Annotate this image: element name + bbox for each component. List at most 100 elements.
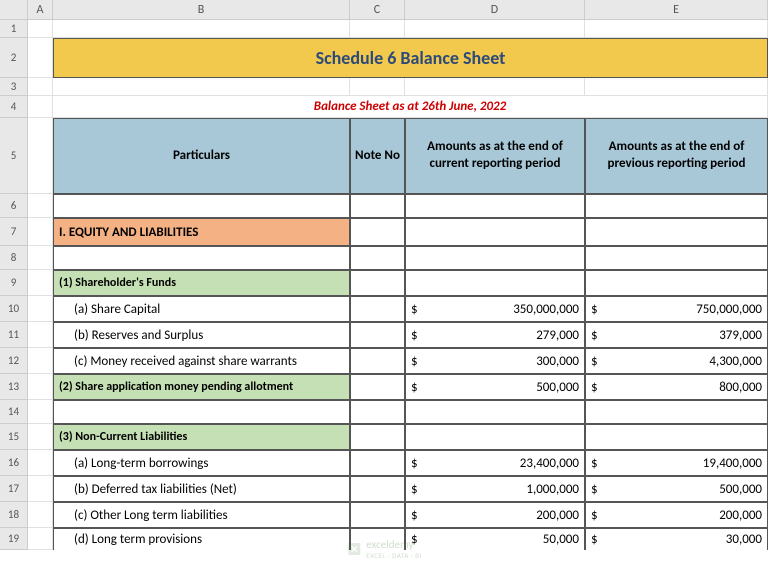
amount-cell[interactable]: $30,000 [585, 528, 768, 550]
cell[interactable] [28, 118, 53, 194]
amount-cell[interactable]: $1,000,000 [405, 476, 585, 502]
cell[interactable] [585, 246, 768, 270]
cell[interactable] [350, 218, 405, 246]
cell[interactable] [405, 424, 585, 450]
cell[interactable] [405, 20, 585, 38]
row-header-7[interactable]: 7 [0, 218, 28, 246]
cell[interactable] [28, 400, 53, 424]
item-label[interactable]: (a) Share Capital [53, 296, 350, 322]
header-current[interactable]: Amounts as at the end of current reporti… [405, 118, 585, 194]
row-header-3[interactable]: 3 [0, 78, 28, 96]
cell[interactable] [405, 218, 585, 246]
col-header-d[interactable]: D [405, 0, 585, 19]
cell[interactable] [28, 78, 53, 96]
row-header-10[interactable]: 10 [0, 296, 28, 322]
cell[interactable] [28, 374, 53, 400]
cell[interactable] [350, 424, 405, 450]
cell[interactable] [405, 400, 585, 424]
cell[interactable] [585, 218, 768, 246]
cell[interactable] [585, 20, 768, 38]
cell[interactable] [28, 20, 53, 38]
cell[interactable] [28, 476, 53, 502]
cell[interactable] [53, 78, 350, 96]
cell[interactable] [350, 374, 405, 400]
cell[interactable] [405, 246, 585, 270]
row-header-19[interactable]: 19 [0, 528, 28, 550]
amount-cell[interactable]: $750,000,000 [585, 296, 768, 322]
cell[interactable] [585, 424, 768, 450]
subtitle-cell[interactable]: Balance Sheet as at 26th June, 2022 [53, 96, 768, 118]
cell[interactable] [350, 450, 405, 476]
cell[interactable] [28, 296, 53, 322]
cell[interactable] [28, 348, 53, 374]
row-header-18[interactable]: 18 [0, 502, 28, 528]
cell[interactable] [28, 38, 53, 78]
cell[interactable] [28, 450, 53, 476]
cell[interactable] [405, 270, 585, 296]
cell[interactable] [28, 194, 53, 218]
cell[interactable] [350, 78, 405, 96]
col-header-e[interactable]: E [585, 0, 768, 19]
row-header-8[interactable]: 8 [0, 246, 28, 270]
row-header-11[interactable]: 11 [0, 322, 28, 348]
sub-noncurrent[interactable]: (3) Non-Current Liabilities [53, 424, 350, 450]
amount-cell[interactable]: $500,000 [405, 374, 585, 400]
cell[interactable] [350, 348, 405, 374]
item-label[interactable]: (b) Reserves and Surplus [53, 322, 350, 348]
cell[interactable] [53, 20, 350, 38]
cell[interactable] [350, 476, 405, 502]
row-header-5[interactable]: 5 [0, 118, 28, 194]
amount-cell[interactable]: $279,000 [405, 322, 585, 348]
section-equity[interactable]: I. EQUITY AND LIABILITIES [53, 218, 350, 246]
row-header-4[interactable]: 4 [0, 96, 28, 118]
sub-share-app[interactable]: (2) Share application money pending allo… [53, 374, 350, 400]
amount-cell[interactable]: $4,300,000 [585, 348, 768, 374]
row-header-1[interactable]: 1 [0, 20, 28, 38]
col-header-b[interactable]: B [53, 0, 350, 19]
cell[interactable] [53, 246, 350, 270]
row-header-12[interactable]: 12 [0, 348, 28, 374]
amount-cell[interactable]: $200,000 [585, 502, 768, 528]
item-label[interactable]: (c) Other Long term liabilities [53, 502, 350, 528]
cell[interactable] [350, 270, 405, 296]
cell[interactable] [350, 502, 405, 528]
amount-cell[interactable]: $379,000 [585, 322, 768, 348]
cell[interactable] [585, 400, 768, 424]
cell[interactable] [28, 424, 53, 450]
title-bar[interactable]: Schedule 6 Balance Sheet [53, 38, 768, 78]
cell[interactable] [350, 246, 405, 270]
cell[interactable] [585, 78, 768, 96]
cell[interactable] [28, 246, 53, 270]
row-header-15[interactable]: 15 [0, 424, 28, 450]
cell[interactable] [28, 96, 53, 118]
row-header-9[interactable]: 9 [0, 270, 28, 296]
cell[interactable] [28, 270, 53, 296]
header-particulars[interactable]: Particulars [53, 118, 350, 194]
cell[interactable] [28, 528, 53, 550]
col-header-c[interactable]: C [350, 0, 405, 19]
cell[interactable] [350, 194, 405, 218]
amount-cell[interactable]: $500,000 [585, 476, 768, 502]
header-previous[interactable]: Amounts as at the end of previous report… [585, 118, 768, 194]
row-header-2[interactable]: 2 [0, 38, 28, 78]
cell[interactable] [350, 20, 405, 38]
cell[interactable] [350, 296, 405, 322]
amount-cell[interactable]: $50,000 [405, 528, 585, 550]
sub-shareholders[interactable]: (1) Shareholder's Funds [53, 270, 350, 296]
row-header-17[interactable]: 17 [0, 476, 28, 502]
amount-cell[interactable]: $200,000 [405, 502, 585, 528]
cell[interactable] [405, 78, 585, 96]
cell[interactable] [28, 502, 53, 528]
cell[interactable] [585, 194, 768, 218]
cell[interactable] [53, 400, 350, 424]
item-label[interactable]: (c) Money received against share warrant… [53, 348, 350, 374]
cell[interactable] [350, 322, 405, 348]
amount-cell[interactable]: $800,000 [585, 374, 768, 400]
row-header-13[interactable]: 13 [0, 374, 28, 400]
row-header-6[interactable]: 6 [0, 194, 28, 218]
col-header-a[interactable]: A [28, 0, 53, 19]
cell[interactable] [28, 322, 53, 348]
cell[interactable] [28, 218, 53, 246]
amount-cell[interactable]: $350,000,000 [405, 296, 585, 322]
corner-cell[interactable] [0, 0, 28, 19]
